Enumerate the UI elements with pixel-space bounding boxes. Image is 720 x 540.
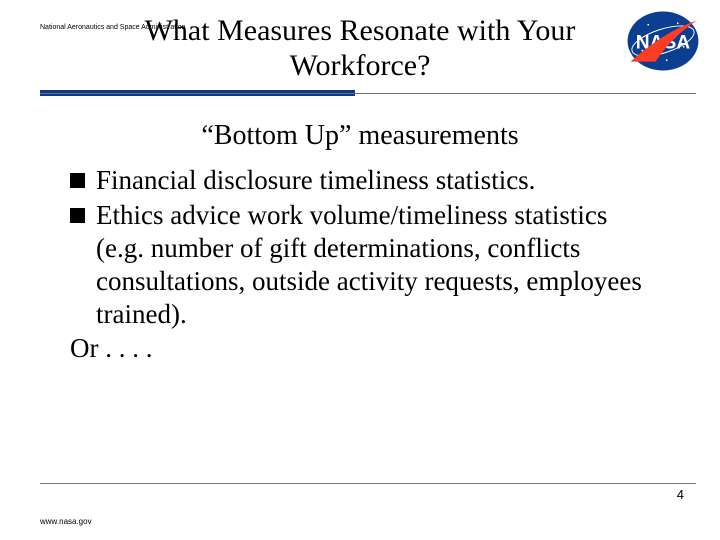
list-item: Ethics advice work volume/timeliness sta… [70,199,650,331]
footer-url: www.nasa.gov [40,517,92,526]
slide-title: What Measures Resonate with Your Workfor… [0,14,720,83]
list-item: Financial disclosure timeliness statisti… [70,164,650,197]
thin-rule [40,93,696,94]
bullet-list: Financial disclosure timeliness statisti… [70,164,650,331]
footer-rule [40,483,696,484]
nasa-logo: NASA [626,10,700,72]
page-number: 4 [677,487,684,502]
or-line: Or . . . . [70,333,650,364]
title-line-1: What Measures Resonate with Your [145,14,576,47]
subheading: “Bottom Up” measurements [70,120,650,152]
slide: National Aeronautics and Space Administr… [0,0,720,540]
header-rule [40,90,696,94]
body-content: “Bottom Up” measurements Financial discl… [70,120,650,364]
title-line-2: Workforce? [290,49,431,82]
